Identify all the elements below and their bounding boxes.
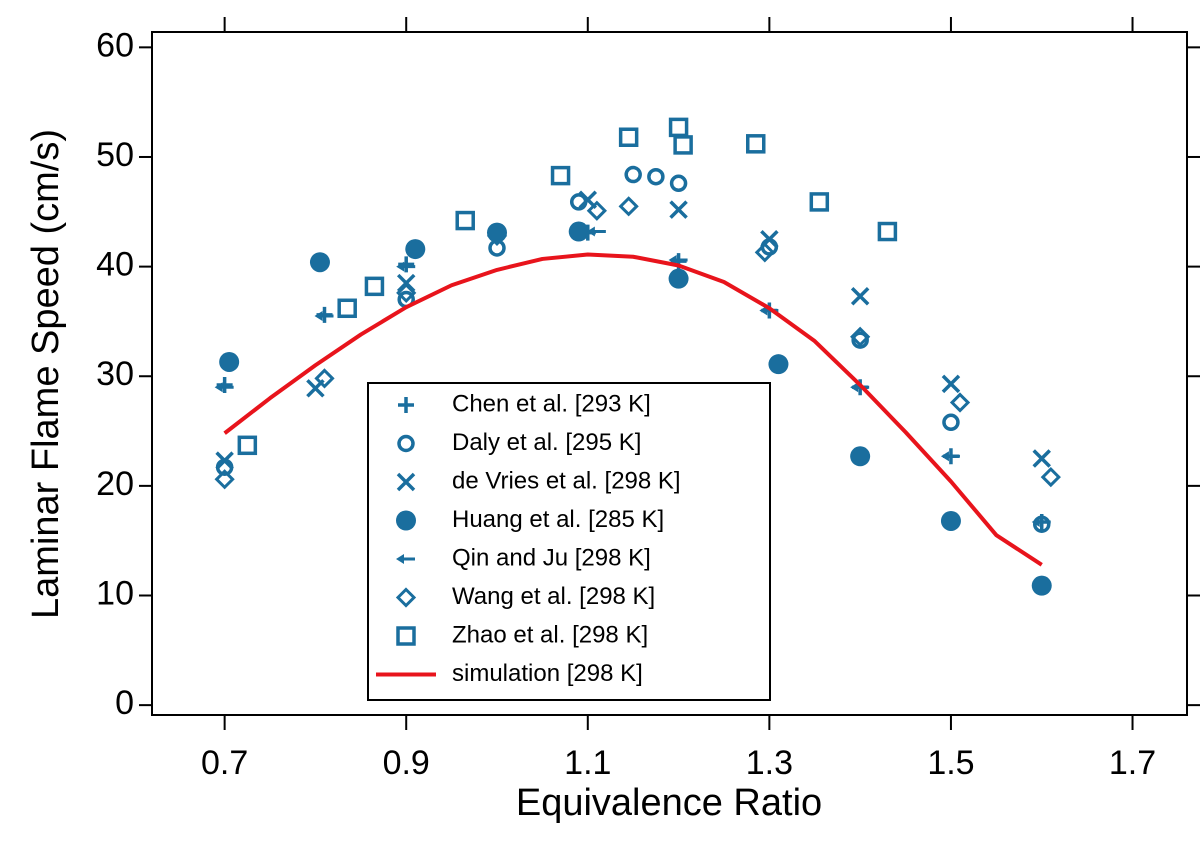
marker-diamond	[850, 326, 871, 347]
marker-square	[746, 134, 766, 154]
marker-diamond	[586, 200, 607, 221]
y-axis-title: Laminar Flame Speed (cm/s)	[25, 129, 67, 619]
marker-diamond	[486, 225, 508, 247]
marker-dot	[219, 351, 240, 372]
legend-label: Qin and Ju [298 K]	[452, 544, 651, 571]
marker-dot	[568, 221, 589, 242]
legend-label: Zhao et al. [298 K]	[452, 621, 648, 648]
marker-arrow	[759, 305, 779, 316]
marker-x	[1032, 449, 1051, 468]
marker-arrow	[314, 310, 334, 321]
legend-label: Huang et al. [285 K]	[452, 506, 664, 533]
y-tick-label: 20	[96, 465, 134, 503]
marker-dot	[487, 222, 507, 243]
x-tick-label: 0.7	[201, 744, 248, 782]
marker-dot	[768, 354, 789, 375]
marker-arrow	[940, 451, 960, 462]
marker-circle	[397, 434, 415, 453]
marker-diamond	[754, 242, 775, 263]
x-tick-label: 0.9	[383, 744, 430, 782]
legend-box	[367, 382, 771, 701]
marker-square	[809, 192, 830, 212]
marker-diamond	[395, 587, 417, 608]
marker-diamond	[214, 469, 235, 490]
marker-dot	[850, 446, 871, 467]
marker-x	[850, 286, 870, 306]
y-tick-label: 0	[115, 684, 134, 722]
marker-dot	[668, 268, 689, 289]
marker-circle	[624, 165, 642, 184]
marker-circle	[942, 413, 960, 432]
marker-circle	[647, 167, 665, 186]
marker-diamond	[396, 282, 417, 304]
y-tick-label: 60	[96, 26, 134, 64]
y-tick-label: 10	[96, 574, 134, 612]
marker-square	[237, 435, 258, 456]
marker-circle	[669, 174, 688, 193]
legend-label: simulation [298 K]	[452, 660, 643, 687]
marker-diamond	[618, 196, 639, 217]
legend-label: Wang et al. [298 K]	[452, 583, 655, 610]
marker-square	[673, 135, 693, 155]
marker-diamond	[314, 368, 335, 389]
legend-label: Chen et al. [293 K]	[452, 390, 651, 417]
marker-square	[364, 276, 385, 297]
legend: Chen et al. [293 K] Daly et al. [295 K] de…	[367, 382, 771, 701]
marker-dot	[940, 510, 961, 531]
marker-x	[215, 451, 234, 470]
marker-arrow	[396, 261, 416, 272]
marker-square	[337, 298, 357, 319]
y-tick-label: 30	[96, 355, 134, 393]
x-tick-label: 1.1	[564, 744, 611, 782]
x-axis-title: Equivalence Ratio	[516, 782, 822, 824]
simulation-line	[223, 252, 1043, 567]
marker-x	[396, 472, 416, 492]
x-tick-label: 1.3	[746, 744, 793, 782]
marker-square	[877, 221, 898, 242]
marker-plus	[398, 397, 414, 413]
x-tick-label: 1.5	[927, 744, 974, 782]
legend-label: de Vries et al. [298 K]	[452, 467, 681, 494]
marker-x	[669, 200, 688, 219]
marker-square	[618, 127, 639, 147]
marker-dot	[1031, 575, 1052, 596]
legend-label: Daly et al. [295 K]	[452, 429, 641, 456]
marker-arrow	[1031, 517, 1051, 528]
y-tick-label: 40	[96, 246, 134, 284]
y-tick-label: 50	[96, 136, 134, 174]
marker-square	[455, 210, 475, 231]
marker-dot	[396, 510, 416, 531]
plot-frame	[151, 31, 1188, 716]
marker-dot	[309, 252, 330, 273]
x-tick-label: 1.7	[1109, 744, 1156, 782]
marker-circle	[851, 331, 869, 349]
marker-square	[396, 626, 416, 646]
marker-arrow	[396, 554, 415, 564]
marker-square	[668, 117, 689, 138]
marker-square	[550, 165, 571, 186]
marker-x	[941, 374, 961, 394]
marker-arrow	[586, 226, 606, 237]
marker-circle	[1032, 515, 1051, 533]
marker-arrow	[214, 382, 234, 393]
marker-diamond	[949, 392, 971, 413]
marker-diamond	[1040, 466, 1061, 488]
marker-dot	[405, 239, 426, 260]
